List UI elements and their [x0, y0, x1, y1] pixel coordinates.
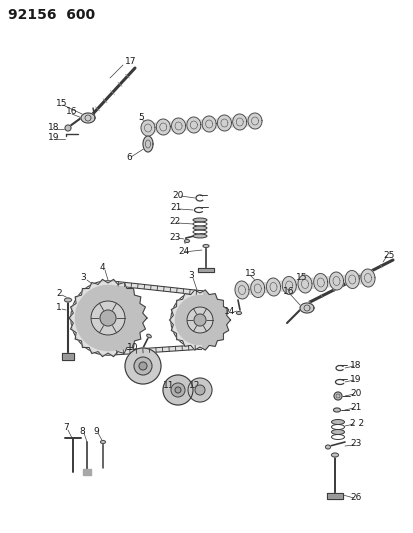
- Text: 3: 3: [188, 271, 193, 280]
- Text: 92156  600: 92156 600: [8, 8, 95, 22]
- Polygon shape: [169, 290, 230, 350]
- Text: 2: 2: [56, 288, 62, 297]
- Text: 1: 1: [56, 303, 62, 312]
- Text: 3: 3: [80, 273, 85, 282]
- Ellipse shape: [100, 440, 105, 443]
- Polygon shape: [250, 279, 264, 297]
- Polygon shape: [282, 277, 296, 294]
- Circle shape: [171, 383, 185, 397]
- Text: 9: 9: [93, 427, 99, 437]
- Polygon shape: [197, 268, 214, 272]
- Ellipse shape: [331, 453, 338, 457]
- Polygon shape: [142, 136, 153, 152]
- Polygon shape: [266, 278, 280, 296]
- Text: 2 2: 2 2: [349, 418, 363, 427]
- Text: 4: 4: [100, 263, 105, 272]
- Circle shape: [175, 387, 180, 393]
- Text: 8: 8: [79, 427, 85, 437]
- Polygon shape: [329, 272, 343, 290]
- Polygon shape: [247, 113, 261, 129]
- Text: 23: 23: [169, 232, 180, 241]
- Polygon shape: [299, 303, 313, 313]
- Polygon shape: [360, 269, 374, 287]
- Text: 18: 18: [48, 124, 59, 133]
- Polygon shape: [141, 120, 154, 136]
- Ellipse shape: [184, 239, 189, 243]
- Ellipse shape: [325, 445, 330, 449]
- Text: 22: 22: [169, 217, 180, 227]
- Text: 19: 19: [349, 375, 361, 384]
- Text: 16: 16: [282, 287, 294, 296]
- Text: 14: 14: [223, 308, 235, 317]
- Polygon shape: [344, 271, 358, 288]
- Polygon shape: [69, 279, 147, 357]
- Text: 18: 18: [349, 360, 361, 369]
- Text: 20: 20: [171, 190, 183, 199]
- Polygon shape: [326, 493, 342, 499]
- Polygon shape: [235, 281, 248, 299]
- Circle shape: [163, 375, 192, 405]
- Polygon shape: [241, 273, 368, 295]
- Polygon shape: [65, 125, 71, 131]
- Polygon shape: [147, 117, 255, 132]
- Ellipse shape: [192, 226, 206, 230]
- Polygon shape: [186, 117, 200, 133]
- Text: 19: 19: [48, 133, 59, 142]
- Ellipse shape: [192, 234, 206, 238]
- Polygon shape: [232, 114, 246, 130]
- Text: 7: 7: [63, 424, 69, 432]
- Ellipse shape: [333, 408, 339, 412]
- Text: 25: 25: [382, 251, 394, 260]
- Text: 23: 23: [349, 440, 361, 448]
- Polygon shape: [156, 119, 170, 135]
- Circle shape: [134, 357, 152, 375]
- Circle shape: [194, 314, 206, 326]
- Text: 17: 17: [125, 58, 136, 67]
- Ellipse shape: [333, 392, 341, 400]
- Circle shape: [139, 362, 147, 370]
- Polygon shape: [62, 353, 74, 360]
- Polygon shape: [217, 115, 231, 131]
- Text: 20: 20: [349, 389, 361, 398]
- Circle shape: [100, 310, 116, 326]
- Text: 24: 24: [178, 247, 189, 256]
- Text: 12: 12: [189, 381, 200, 390]
- Ellipse shape: [331, 430, 344, 434]
- Circle shape: [125, 348, 161, 384]
- Polygon shape: [297, 275, 311, 293]
- Text: 6: 6: [126, 154, 131, 163]
- Ellipse shape: [146, 334, 151, 338]
- Text: 21: 21: [349, 402, 361, 411]
- Circle shape: [187, 307, 212, 333]
- Text: 10: 10: [127, 343, 138, 352]
- Polygon shape: [83, 469, 91, 475]
- Text: 11: 11: [163, 382, 174, 391]
- Polygon shape: [313, 273, 327, 292]
- Polygon shape: [202, 116, 216, 132]
- Text: 15: 15: [56, 99, 67, 108]
- Text: 26: 26: [349, 494, 361, 503]
- Ellipse shape: [192, 218, 206, 222]
- Text: 21: 21: [170, 204, 181, 213]
- Ellipse shape: [236, 311, 241, 314]
- Circle shape: [195, 385, 204, 395]
- Polygon shape: [81, 113, 95, 123]
- Polygon shape: [171, 118, 185, 134]
- Text: 13: 13: [244, 269, 256, 278]
- Ellipse shape: [202, 245, 209, 247]
- Text: 15: 15: [295, 273, 307, 282]
- Circle shape: [188, 378, 211, 402]
- Text: 16: 16: [66, 108, 77, 117]
- Circle shape: [91, 301, 125, 335]
- Ellipse shape: [331, 419, 344, 424]
- Text: 5: 5: [138, 112, 143, 122]
- Ellipse shape: [64, 298, 71, 302]
